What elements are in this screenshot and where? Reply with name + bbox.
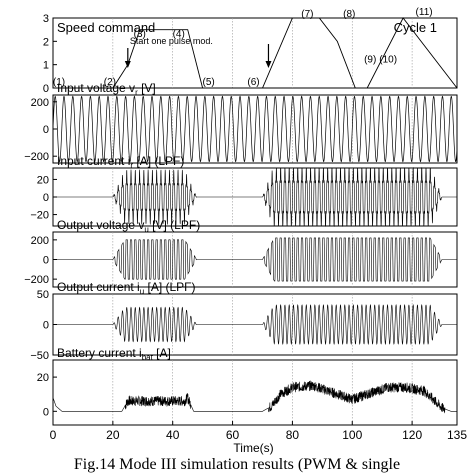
y-tick-label: 20 [37,174,49,186]
panel-vr: 200 0 −200 Input voltage vr [V] [24,81,458,164]
panel-ir: 20 0 −20 Input current ir [A] (LPF) [30,154,458,228]
cycle-label: Cycle 1 [394,20,437,35]
input-voltage-trace [52,95,458,163]
x-tick-label: 60 [226,428,240,442]
y-tick-label: 0 [43,406,49,418]
arrow-head [265,61,272,68]
y-tick-label: 1 [43,60,49,72]
speed-command-line [53,17,458,89]
y-tick-label: 200 [31,97,49,109]
trace-ir [53,166,457,228]
x-tick-label: 100 [342,428,362,442]
panel-speed: 0 1 2 3 Speed command Cycle 1 Start one pulse … [43,7,458,95]
state-label: (3) [134,29,146,40]
x-tick-label: 135 [447,428,467,442]
state-label: (6) [247,77,259,88]
state-label: (1) [53,77,65,88]
y-tick-label: −50 [30,350,49,362]
state-label: (11) [416,7,433,18]
y-tick-label: 0 [43,320,49,332]
y-tick-label: 50 [37,289,49,301]
panel-frame [52,359,458,426]
state-label: (10) [379,55,397,66]
panel-vu: 200 0 −200 Output voltage vu [V] (LPF) [24,218,458,288]
state-label: (5) [202,77,214,88]
panel-iu: 50 0 −50 Output current iu [A] (LPF) [30,280,458,362]
y-tick-label: 2 [43,36,49,48]
state-label: (9) [364,55,376,66]
trace-iu [53,303,457,346]
panel-title: Battery current ibat [A] [57,346,171,362]
panel-ibat: 20 0 Battery current ibat [A] [37,346,458,426]
x-tick-label: 80 [286,428,300,442]
annotation-label: Start one pulse mod. [130,36,213,46]
y-tick-label: 0 [43,192,49,204]
x-tick-label: 120 [402,428,422,442]
state-label: (7) [301,9,313,20]
state-label: (2) [104,77,116,88]
y-tick-label: 200 [31,235,49,247]
x-axis-label: Time(s) [233,441,273,455]
panel-title: Input current ir [A] (LPF) [57,154,184,170]
battery-current-trace [52,380,457,414]
panel-title: Output voltage vu [V] (LPF) [57,218,200,234]
x-tick-label: 20 [106,428,120,442]
arrow-head [124,61,131,68]
y-tick-label: −200 [24,151,49,163]
y-tick-label: 0 [43,124,49,136]
y-tick-label: 3 [43,13,49,25]
y-tick-label: 0 [43,255,49,267]
state-label: (8) [343,9,355,20]
y-tick-label: −20 [30,210,49,222]
x-tick-label: 40 [166,428,180,442]
state-label: (4) [173,29,185,40]
x-tick-label: 0 [50,428,57,442]
figure-caption: Fig.14 Mode III simulation results (PWM … [73,456,401,473]
y-tick-label: −200 [24,274,49,286]
trace-vu [53,237,457,282]
panel-title: Input voltage vr [V] [57,81,156,97]
panel-title: Output current iu [A] (LPF) [57,280,196,296]
panel-title: Speed command [57,20,155,35]
y-tick-label: 0 [43,83,49,95]
y-tick-label: 20 [37,372,49,384]
